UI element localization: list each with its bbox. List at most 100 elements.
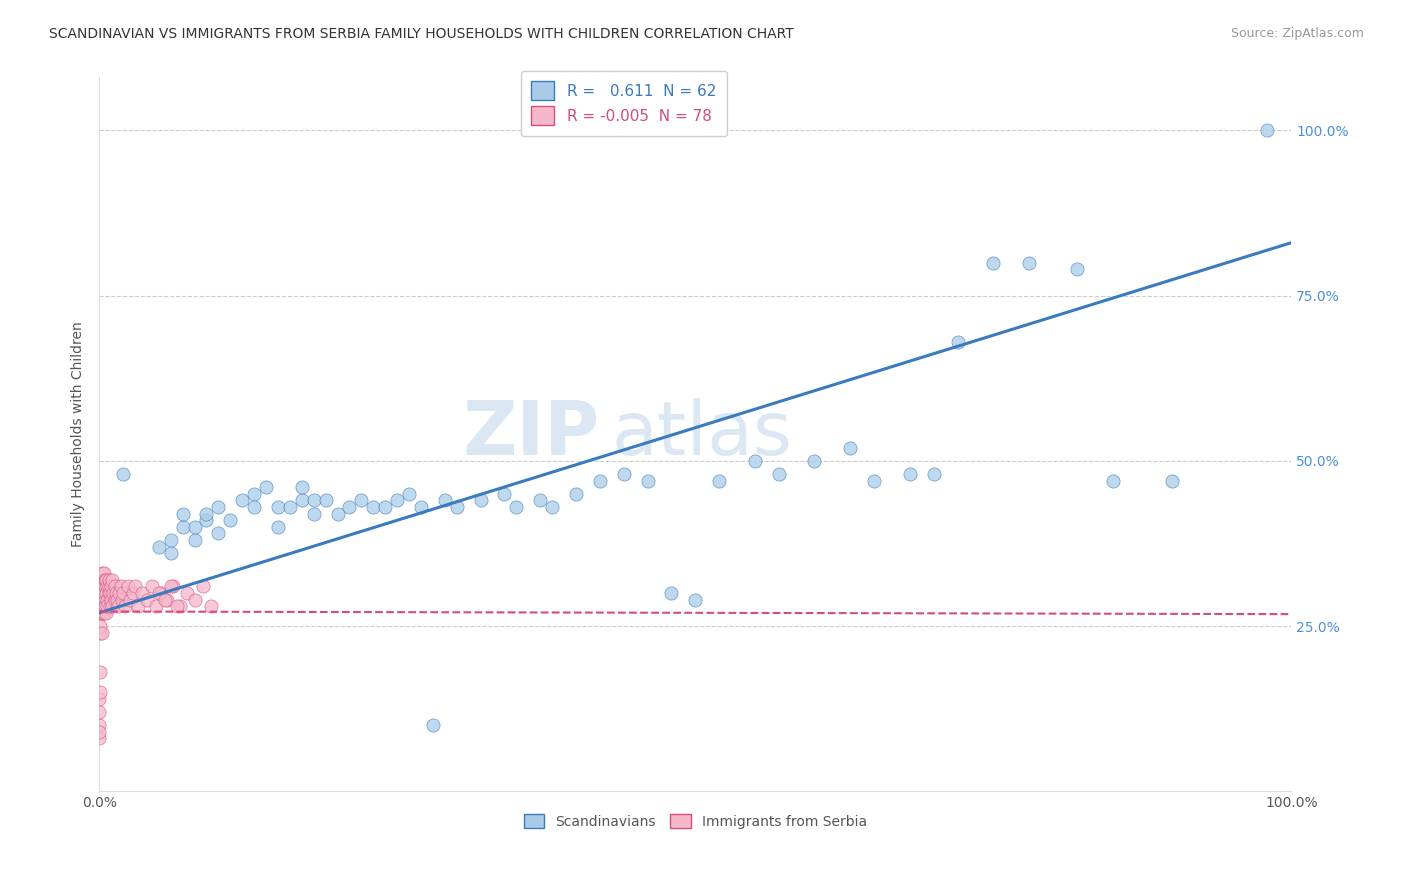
Point — [96, 606, 118, 620]
Point — [169, 599, 191, 614]
Point — [589, 474, 612, 488]
Point — [104, 592, 127, 607]
Point — [94, 573, 117, 587]
Point — [135, 592, 157, 607]
Text: atlas: atlas — [612, 398, 793, 471]
Point — [111, 592, 134, 607]
Point — [166, 599, 188, 614]
Point — [350, 493, 373, 508]
Point — [90, 566, 112, 581]
Point — [191, 579, 214, 593]
Point — [981, 255, 1004, 269]
Point — [89, 691, 111, 706]
Point — [541, 500, 564, 514]
Point — [93, 566, 115, 581]
Point — [565, 487, 588, 501]
Point — [97, 579, 120, 593]
Point — [127, 599, 149, 614]
Point — [946, 334, 969, 349]
Point — [148, 586, 170, 600]
Point — [89, 625, 111, 640]
Point — [91, 606, 114, 620]
Point — [339, 500, 361, 514]
Point — [90, 579, 112, 593]
Point — [96, 579, 118, 593]
Point — [374, 500, 396, 514]
Point — [124, 579, 146, 593]
Point — [93, 586, 115, 600]
Point — [104, 579, 127, 593]
Point — [744, 454, 766, 468]
Point — [159, 579, 181, 593]
Point — [89, 619, 111, 633]
Point — [267, 520, 290, 534]
Point — [183, 533, 205, 547]
Point — [90, 592, 112, 607]
Point — [195, 513, 218, 527]
Point — [683, 592, 706, 607]
Point — [90, 606, 112, 620]
Point — [98, 599, 121, 614]
Point — [863, 474, 886, 488]
Point — [637, 474, 659, 488]
Point — [207, 500, 229, 514]
Point — [90, 599, 112, 614]
Point — [159, 546, 181, 560]
Point — [100, 592, 122, 607]
Point — [195, 507, 218, 521]
Point — [145, 599, 167, 614]
Point — [422, 718, 444, 732]
Point — [117, 579, 139, 593]
Point — [90, 625, 112, 640]
Point — [176, 586, 198, 600]
Point — [613, 467, 636, 481]
Point — [398, 487, 420, 501]
Point — [110, 579, 132, 593]
Point — [89, 586, 111, 600]
Point — [105, 592, 128, 607]
Point — [243, 487, 266, 501]
Point — [385, 493, 408, 508]
Point — [89, 718, 111, 732]
Point — [101, 599, 124, 614]
Point — [94, 579, 117, 593]
Point — [768, 467, 790, 481]
Point — [89, 599, 111, 614]
Point — [153, 592, 176, 607]
Point — [1101, 474, 1123, 488]
Point — [162, 579, 184, 593]
Point — [91, 573, 114, 587]
Point — [93, 599, 115, 614]
Point — [89, 606, 111, 620]
Point — [267, 500, 290, 514]
Point — [89, 724, 111, 739]
Point — [291, 480, 314, 494]
Point — [111, 467, 134, 481]
Point — [150, 586, 173, 600]
Point — [111, 586, 134, 600]
Point — [108, 586, 131, 600]
Point — [172, 520, 194, 534]
Text: SCANDINAVIAN VS IMMIGRANTS FROM SERBIA FAMILY HOUSEHOLDS WITH CHILDREN CORRELATI: SCANDINAVIAN VS IMMIGRANTS FROM SERBIA F… — [49, 27, 794, 41]
Point — [121, 586, 143, 600]
Point — [529, 493, 551, 508]
Point — [96, 573, 118, 587]
Point — [91, 586, 114, 600]
Point — [922, 467, 945, 481]
Y-axis label: Family Households with Children: Family Households with Children — [72, 321, 86, 547]
Point — [93, 606, 115, 620]
Point — [1066, 262, 1088, 277]
Point — [219, 513, 242, 527]
Point — [104, 586, 127, 600]
Point — [103, 586, 125, 600]
Point — [200, 599, 222, 614]
Point — [141, 579, 163, 593]
Point — [172, 507, 194, 521]
Point — [505, 500, 527, 514]
Point — [91, 579, 114, 593]
Point — [661, 586, 683, 600]
Point — [707, 474, 730, 488]
Point — [97, 573, 120, 587]
Point — [114, 599, 136, 614]
Point — [1256, 123, 1278, 137]
